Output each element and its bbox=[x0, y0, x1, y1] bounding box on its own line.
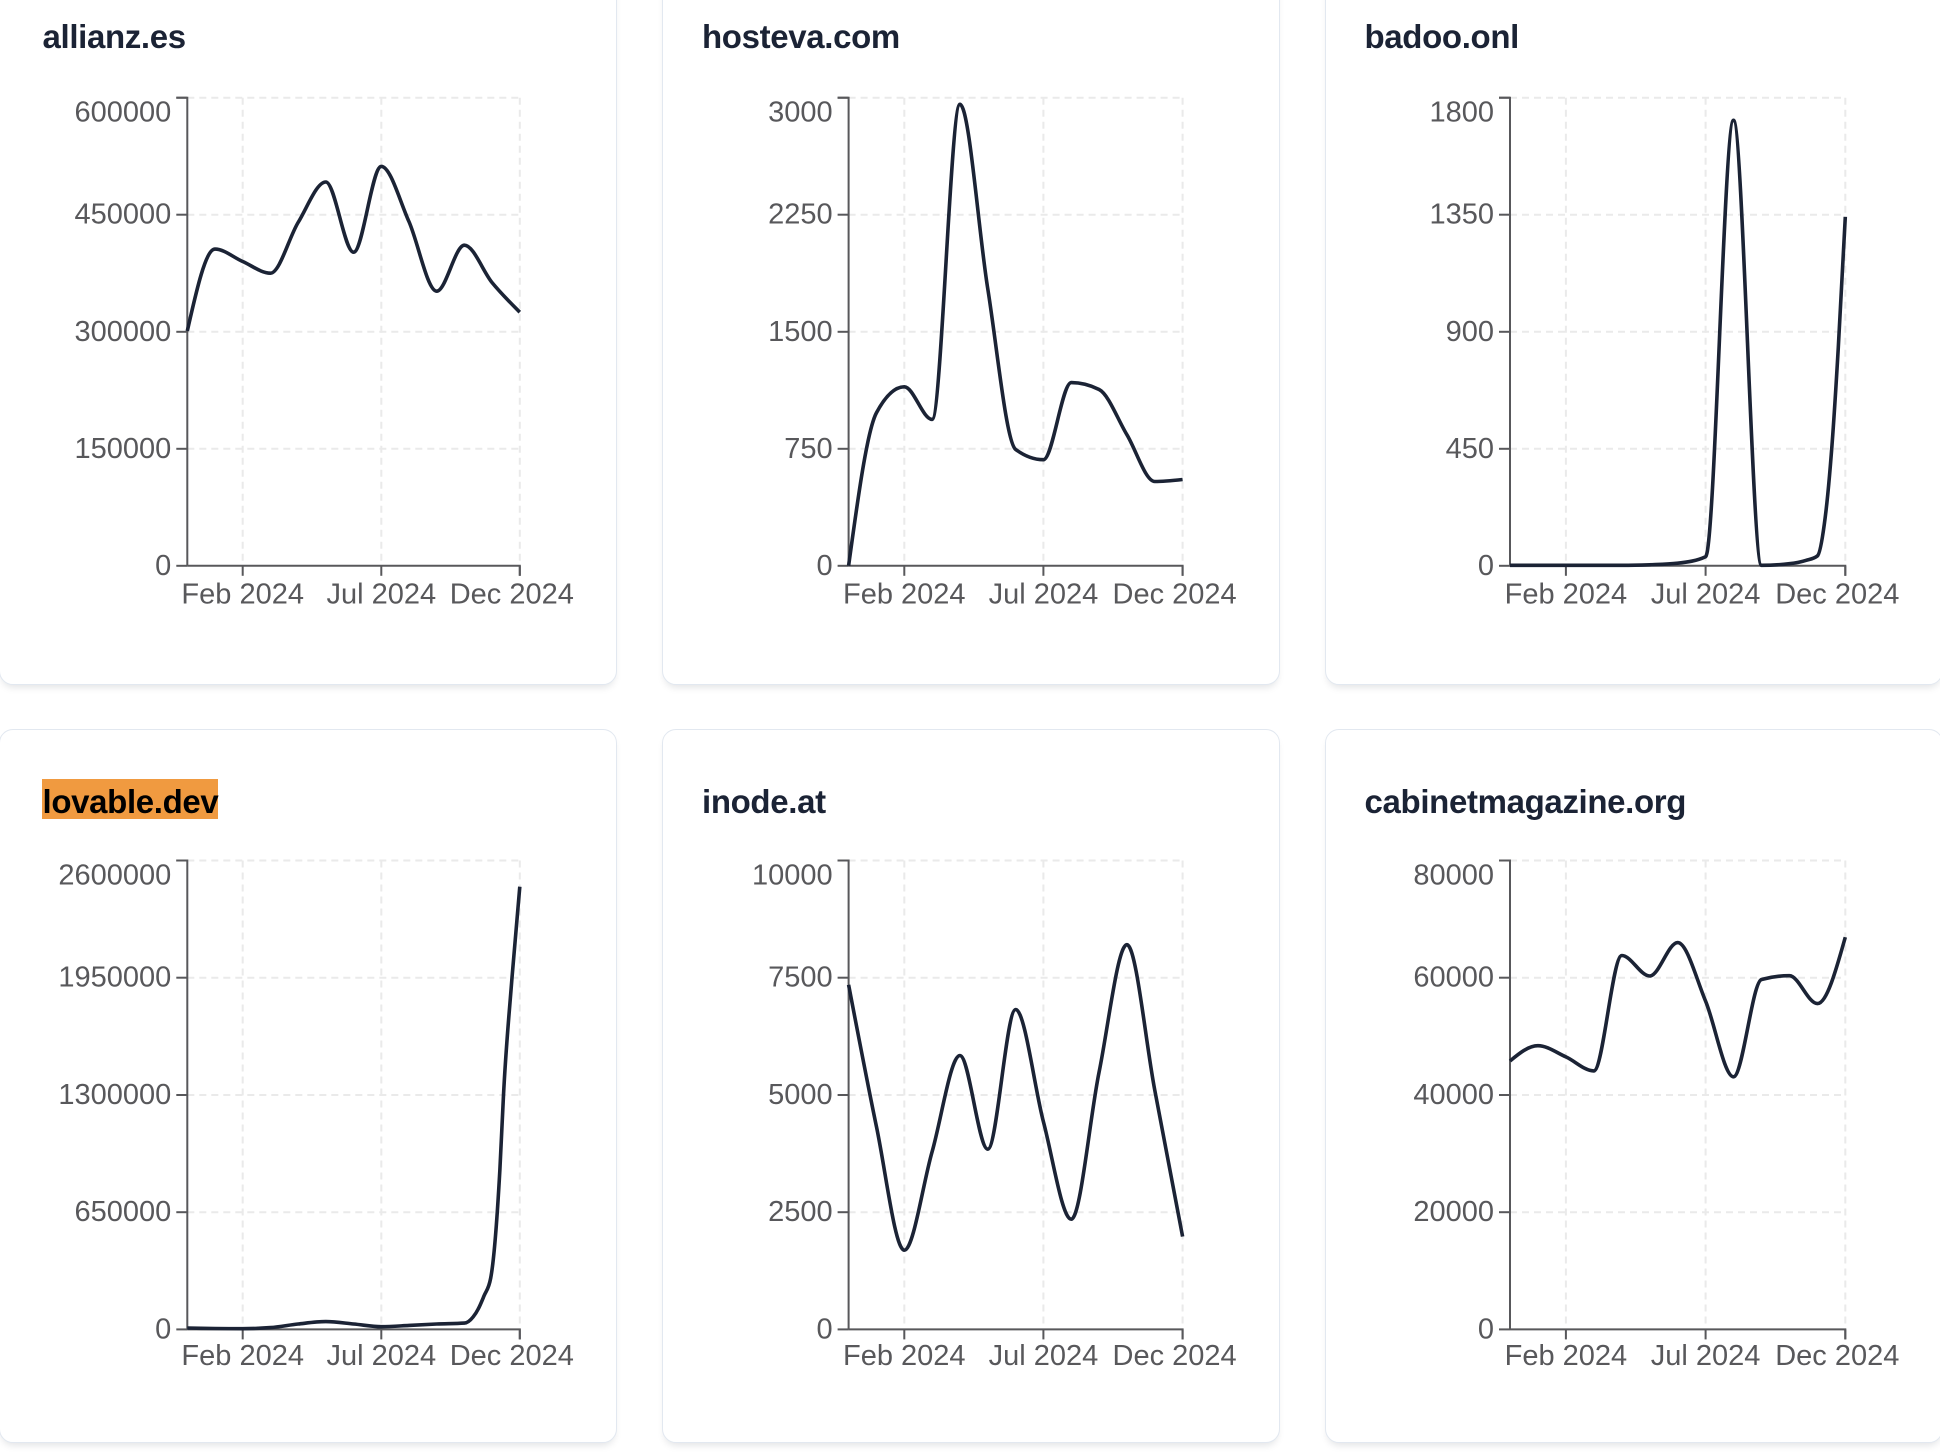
svg-text:Jul 2024: Jul 2024 bbox=[989, 1340, 1099, 1372]
svg-text:0: 0 bbox=[155, 1313, 171, 1345]
svg-text:Feb 2024: Feb 2024 bbox=[181, 578, 304, 610]
svg-text:3000: 3000 bbox=[768, 97, 833, 129]
svg-text:7500: 7500 bbox=[768, 962, 833, 994]
svg-text:2250: 2250 bbox=[768, 199, 833, 231]
svg-text:Dec 2024: Dec 2024 bbox=[1775, 578, 1899, 610]
svg-text:Feb 2024: Feb 2024 bbox=[1505, 578, 1628, 610]
svg-text:Feb 2024: Feb 2024 bbox=[1505, 1340, 1628, 1372]
svg-text:Jul 2024: Jul 2024 bbox=[326, 1340, 436, 1372]
svg-text:1950000: 1950000 bbox=[58, 962, 171, 994]
svg-text:Jul 2024: Jul 2024 bbox=[1651, 1340, 1761, 1372]
svg-text:80000: 80000 bbox=[1413, 860, 1494, 892]
svg-text:Dec 2024: Dec 2024 bbox=[1113, 1340, 1237, 1372]
svg-text:0: 0 bbox=[1478, 550, 1494, 582]
svg-text:Jul 2024: Jul 2024 bbox=[989, 578, 1099, 610]
svg-text:5000: 5000 bbox=[768, 1079, 833, 1111]
svg-text:60000: 60000 bbox=[1413, 962, 1494, 994]
svg-text:Dec 2024: Dec 2024 bbox=[450, 1340, 574, 1372]
svg-text:Dec 2024: Dec 2024 bbox=[1775, 1340, 1899, 1372]
svg-text:2600000: 2600000 bbox=[58, 860, 171, 892]
svg-text:Dec 2024: Dec 2024 bbox=[450, 578, 574, 610]
svg-text:Feb 2024: Feb 2024 bbox=[843, 578, 966, 610]
svg-text:150000: 150000 bbox=[75, 433, 172, 465]
svg-text:1300000: 1300000 bbox=[58, 1079, 171, 1111]
svg-text:20000: 20000 bbox=[1413, 1196, 1494, 1228]
svg-text:0: 0 bbox=[816, 1313, 832, 1345]
svg-text:Jul 2024: Jul 2024 bbox=[1651, 578, 1761, 610]
svg-text:1350: 1350 bbox=[1429, 199, 1494, 231]
svg-text:Jul 2024: Jul 2024 bbox=[326, 578, 436, 610]
svg-text:1500: 1500 bbox=[768, 316, 833, 348]
svg-text:0: 0 bbox=[816, 550, 832, 582]
svg-text:40000: 40000 bbox=[1413, 1079, 1494, 1111]
svg-text:2500: 2500 bbox=[768, 1196, 833, 1228]
svg-text:600000: 600000 bbox=[75, 97, 172, 129]
svg-text:0: 0 bbox=[1478, 1313, 1494, 1345]
svg-text:Feb 2024: Feb 2024 bbox=[843, 1340, 966, 1372]
svg-text:Feb 2024: Feb 2024 bbox=[181, 1340, 304, 1372]
svg-text:1800: 1800 bbox=[1429, 97, 1494, 129]
svg-text:650000: 650000 bbox=[75, 1196, 172, 1228]
svg-text:450000: 450000 bbox=[75, 199, 172, 231]
svg-text:10000: 10000 bbox=[752, 860, 833, 892]
svg-text:0: 0 bbox=[155, 550, 171, 582]
svg-text:Dec 2024: Dec 2024 bbox=[1113, 578, 1237, 610]
svg-text:450: 450 bbox=[1446, 433, 1494, 465]
svg-text:900: 900 bbox=[1446, 316, 1494, 348]
svg-text:300000: 300000 bbox=[75, 316, 172, 348]
svg-text:750: 750 bbox=[784, 433, 832, 465]
